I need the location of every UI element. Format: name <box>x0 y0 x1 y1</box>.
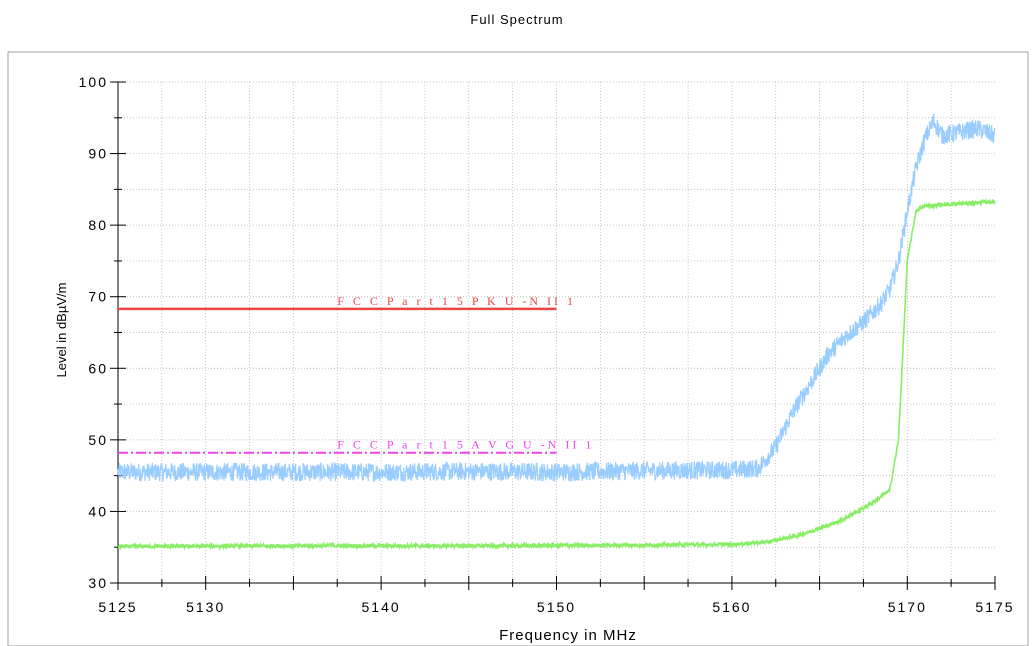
limit-line-label: F C C P a r t 1 5 P K U -N II 1 <box>337 294 576 308</box>
limit-lines: F C C P a r t 1 5 P K U -N II 1 F C C P a… <box>118 294 594 454</box>
y-tick-label: 90 <box>88 146 108 162</box>
y-tick-label: 70 <box>88 289 108 305</box>
x-axis-title: Frequency in MHz <box>499 627 637 644</box>
axes <box>110 81 996 590</box>
x-tick-label: 5130 <box>186 599 225 615</box>
y-tick-label: 100 <box>79 74 108 90</box>
grid <box>118 81 995 583</box>
chart-title: Full Spectrum <box>470 12 563 27</box>
series-line-peak <box>117 113 996 483</box>
tick-labels: 30 40 50 60 70 80 90 100 5125 5130 5140 5150 5160 517… <box>79 74 1014 615</box>
x-tick-label: 5150 <box>537 599 576 615</box>
series-line-average <box>117 198 996 551</box>
y-tick-label: 60 <box>88 360 108 376</box>
y-tick-label: 80 <box>88 217 108 233</box>
x-tick-label: 5125 <box>98 599 137 615</box>
x-tick-label: 5175 <box>975 599 1014 615</box>
chart-frame <box>7 51 1029 646</box>
series-group <box>117 113 996 551</box>
x-tick-label: 5160 <box>712 599 751 615</box>
y-axis-title: Level in dBµV/m <box>54 283 69 378</box>
y-tick-label: 40 <box>88 503 108 519</box>
y-tick-label: 50 <box>88 432 108 448</box>
limit-line-label: F C C P a r t 1 5 A V G U -N II 1 <box>337 438 594 452</box>
x-tick-label: 5140 <box>362 599 401 615</box>
x-tick-label: 5170 <box>888 599 927 615</box>
y-tick-label: 30 <box>88 575 108 591</box>
